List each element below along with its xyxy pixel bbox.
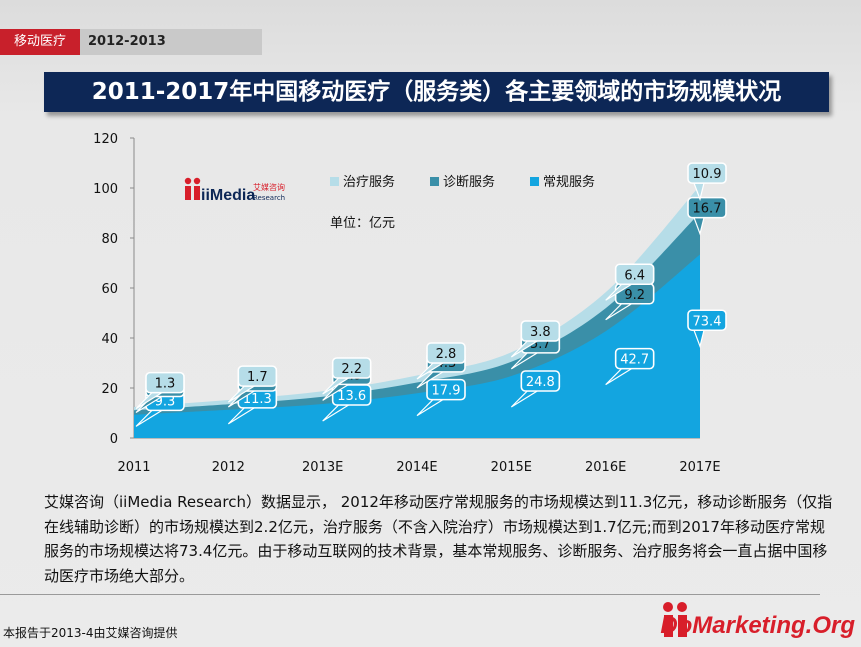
logo-bar xyxy=(194,186,200,200)
callout-box xyxy=(331,357,372,379)
data-label: 24.8 xyxy=(526,375,555,390)
x-tick-label: 2014E xyxy=(396,460,437,475)
legend-swatch xyxy=(330,177,339,186)
y-tick-label: 80 xyxy=(101,232,118,247)
callout-box xyxy=(237,365,278,387)
x-tick-label: 2012 xyxy=(212,460,245,475)
x-tick-label: 2013E xyxy=(302,460,343,475)
footer-note: 本报告于2013-4由艾媒咨询提供 xyxy=(3,626,178,640)
x-tick-label: 2017E xyxy=(679,460,720,475)
category-tag: 移动医疗 xyxy=(0,29,80,55)
y-tick-label: 120 xyxy=(93,132,118,147)
callout-box xyxy=(614,347,655,370)
data-label: 2.8 xyxy=(436,347,457,362)
callout-box xyxy=(687,196,727,219)
callout-box xyxy=(520,370,561,392)
logo-bar xyxy=(185,186,191,200)
description-text: 艾媒咨询（iiMedia Research）数据显示， 2012年移动医疗常规服… xyxy=(44,493,833,585)
logo-sub: Research xyxy=(253,194,285,202)
x-tick-label: 2015E xyxy=(491,460,532,475)
legend-label: 治疗服务 xyxy=(343,174,395,190)
callout-box xyxy=(614,263,655,286)
data-label: 11.3 xyxy=(243,392,272,407)
logo-dot xyxy=(193,177,201,185)
data-label: 3.8 xyxy=(530,325,551,340)
callout-box xyxy=(687,309,727,332)
callout-box xyxy=(426,378,466,401)
callout-box xyxy=(687,162,727,184)
callout-box xyxy=(426,342,466,364)
y-tick-label: 20 xyxy=(101,382,118,397)
page-title: 2011-2017年中国移动医疗（服务类）各主要领域的市场规模状况 xyxy=(44,72,829,112)
legend-label: 常规服务 xyxy=(543,174,595,190)
logo-dot xyxy=(663,602,673,612)
data-label: 13.6 xyxy=(337,389,366,404)
area-常规服务 xyxy=(134,254,700,438)
x-tick-label: 2016E xyxy=(585,460,626,475)
period-label: 2012-2013 xyxy=(88,34,166,49)
divider xyxy=(0,594,820,595)
chart-callouts: 9.311.313.617.924.842.773.41.82.22.94.35… xyxy=(135,162,727,427)
chart-axes: 0 20 40 60 80 100 120 2011 2012 2013E 2014E 2015E 20… xyxy=(93,132,720,475)
y-tick-label: 60 xyxy=(101,282,118,297)
data-label: 1.7 xyxy=(247,370,268,385)
callout-box xyxy=(520,320,561,342)
logo-bar xyxy=(664,615,673,637)
watermark-logo xyxy=(663,602,687,637)
data-label: 2.2 xyxy=(341,362,362,377)
legend-label: 诊断服务 xyxy=(443,174,495,190)
chart-legend: 治疗服务 诊断服务 常规服务 xyxy=(330,174,595,190)
data-label: 6.4 xyxy=(624,268,645,283)
iimedia-logo: iiMedia 艾媒咨询 Research xyxy=(184,177,285,204)
x-tick-label: 2011 xyxy=(117,460,150,475)
legend-swatch xyxy=(530,177,539,186)
data-label: 42.7 xyxy=(620,353,649,368)
callout-box xyxy=(145,371,185,394)
data-label: 9.2 xyxy=(624,288,645,303)
y-tick-label: 0 xyxy=(110,432,118,447)
data-label: 73.4 xyxy=(693,314,722,329)
data-label: 17.9 xyxy=(432,384,461,399)
stacked-area-chart: 0 20 40 60 80 100 120 2011 2012 2013E 2014E 2015E 20… xyxy=(93,132,727,475)
logo-cn: 艾媒咨询 xyxy=(253,182,285,192)
logo-dot xyxy=(184,177,192,185)
data-label: 16.7 xyxy=(693,202,722,217)
legend-swatch xyxy=(430,177,439,186)
data-label: 1.3 xyxy=(155,377,176,392)
logo-bar xyxy=(678,615,687,637)
y-tick-label: 100 xyxy=(93,182,118,197)
unit-label: 单位：亿元 xyxy=(330,216,395,231)
logo-text: iiMedia xyxy=(201,187,255,204)
y-tick-label: 40 xyxy=(101,332,118,347)
data-label: 10.9 xyxy=(693,167,722,182)
watermark-text: DoMarketing.Org xyxy=(660,612,855,639)
logo-dot xyxy=(677,602,687,612)
